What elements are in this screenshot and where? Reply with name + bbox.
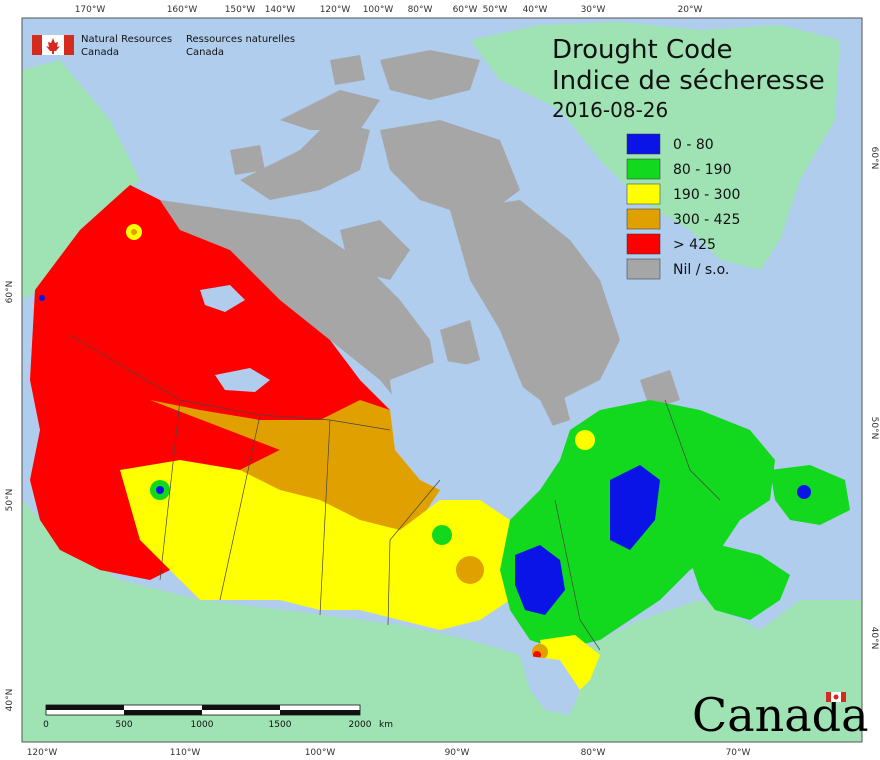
great-bear-lake [200,285,245,312]
legend-label-0: 0 - 80 [673,137,714,153]
legend-swatch-3 [626,208,661,230]
top-tick: 40°W [523,5,548,15]
scale-unit: km [379,720,393,730]
scale-tick: 1000 [191,720,214,730]
legend-label-5: Nil / s.o. [673,262,729,278]
canada-wordmark: Canada [692,688,869,742]
title-fr: Indice de sécheresse [552,66,825,96]
bottom-tick: 80°W [581,748,606,758]
agency-en-line2: Canada [81,47,119,58]
title-en: Drought Code [552,35,733,65]
legend-label-1: 80 - 190 [673,162,732,178]
drought-spot-manitoba-green [432,525,452,545]
bottom-tick: 70°W [726,748,751,758]
agency-en-line1: Natural Resources [81,34,172,45]
left-latitude-ticks: 60°N 50°N 40°N [5,281,15,712]
drought-very-low-ontario [515,545,565,615]
top-tick: 80°W [408,5,433,15]
top-tick: 160°W [167,5,198,15]
great-slave-lake [215,368,270,392]
drought-spot-manitoba-orange [456,556,484,584]
top-tick: 20°W [678,5,703,15]
bottom-longitude-ticks: 120°W 110°W 100°W 90°W 80°W 70°W [27,748,751,758]
left-tick: 60°N [5,281,15,304]
provincial-boundaries [69,334,721,651]
legend-swatch-0 [626,133,661,155]
wordmark-maple-leaf-icon [833,694,839,700]
drought-spot-yukon-inner [131,229,137,235]
right-tick: 40°N [869,627,879,650]
agency-signature: Natural Resources Canada Ressources natu… [32,34,295,58]
top-tick: 170°W [75,5,106,15]
scale-tick: 500 [115,720,132,730]
map-frame [21,17,863,743]
top-tick: 30°W [581,5,606,15]
agency-fr-line1: Ressources naturelles [186,34,295,45]
drought-extreme-west [30,185,390,580]
atlantic-region [690,545,790,620]
bottom-tick: 120°W [27,748,58,758]
scale-bar: 0 500 1000 1500 2000 km [43,704,393,730]
legend-label-2: 190 - 300 [673,187,740,203]
great-lakes [520,655,580,715]
top-tick: 60°W [453,5,478,15]
legend-swatch-1 [626,158,661,180]
map-date: 2016-08-26 [552,98,668,122]
top-tick: 150°W [225,5,256,15]
right-latitude-ticks: 60°N 50°N 40°N [869,147,879,650]
scale-tick: 1500 [269,720,292,730]
bottom-tick: 110°W [170,748,201,758]
flag-right-bar [64,35,74,55]
drought-very-low-quebec [610,465,660,550]
flag-left-bar [32,35,42,55]
legend-swatch-2 [626,183,661,205]
right-tick: 50°N [869,417,879,440]
hudson-bay [390,360,560,500]
legend-label-4: > 425 [673,237,716,253]
bottom-tick: 100°W [305,748,336,758]
drought-very-low-newfoundland [797,485,811,499]
top-tick: 50°W [483,5,508,15]
left-tick: 50°N [5,489,15,512]
top-longitude-ticks: 170°W 160°W 150°W 140°W 120°W 100°W 80°W… [75,5,703,15]
legend-swatch-5 [626,258,661,280]
scale-tick: 2000 [349,720,372,730]
left-tick: 40°N [5,689,15,712]
drought-spot-west-blue [156,486,164,494]
legend-swatch-4 [626,233,661,255]
drought-spot-quebec-yellow [575,430,595,450]
wordmark-flag-right [841,692,846,702]
alaska-land [22,60,140,300]
usa-land [22,500,862,742]
top-tick: 100°W [363,5,394,15]
drought-spot-bc-blue [39,295,45,301]
maple-leaf-icon [46,38,60,54]
agency-fr-line2: Canada [186,47,224,58]
legend: 0 - 80 80 - 190 190 - 300 300 - 425 > 42… [626,133,740,280]
arctic-nil-region [160,50,680,430]
top-tick: 120°W [320,5,351,15]
bottom-tick: 90°W [445,748,470,758]
wordmark-flag-left [826,692,831,702]
top-tick: 140°W [265,5,296,15]
legend-label-3: 300 - 425 [673,212,740,228]
drought-moderate-prairie [120,460,520,630]
scale-tick: 0 [43,720,49,730]
right-tick: 60°N [869,147,879,170]
